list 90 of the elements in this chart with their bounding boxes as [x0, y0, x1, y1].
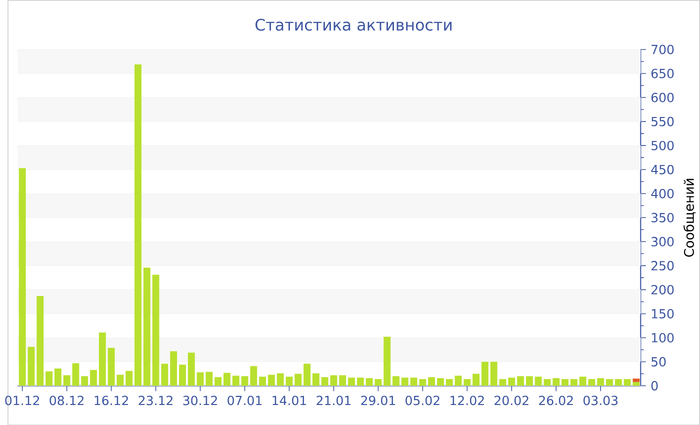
bar [54, 368, 62, 386]
bar [472, 374, 480, 386]
bar [81, 376, 88, 386]
bar [597, 378, 604, 386]
bar [454, 376, 462, 386]
bar [268, 374, 275, 386]
bar [499, 378, 506, 386]
y-tick-label: 150 [652, 308, 674, 318]
y-tick-label: 550 [652, 116, 674, 126]
bar [312, 373, 320, 386]
y-axis-title: Сообщений [684, 178, 696, 257]
x-tick-label: 08.12 [50, 396, 84, 406]
y-tick-label: 400 [651, 188, 674, 198]
bar [90, 370, 97, 386]
bar [196, 372, 204, 386]
bar [490, 362, 498, 386]
x-tick-label: 23.12 [138, 396, 172, 406]
x-tick-label: 07.01 [228, 396, 262, 406]
y-tick-label: 350 [652, 212, 674, 222]
x-tick-label: 29.01 [361, 396, 395, 406]
bar [143, 267, 150, 386]
bar [188, 352, 195, 386]
x-tick-label: 05.02 [406, 396, 440, 406]
bar [276, 373, 284, 386]
bar [437, 378, 444, 386]
bar [232, 376, 240, 386]
bar [562, 378, 568, 386]
y-tick-label: 50 [652, 356, 666, 366]
y-tick-label: 300 [652, 236, 674, 246]
bar [356, 377, 364, 386]
bar [98, 332, 106, 386]
bar [170, 351, 178, 386]
bar [223, 372, 230, 386]
bar [384, 336, 391, 386]
bar [446, 378, 453, 386]
y-tick-label: 650 [651, 68, 674, 78]
y-tick-label: 600 [651, 92, 674, 102]
x-tick-label: 14.01 [272, 396, 306, 406]
x-tick-label: 16.12 [94, 396, 128, 406]
y-tick-label: 100 [652, 332, 674, 342]
y-tick-label: 700 [652, 44, 674, 54]
bar [259, 376, 266, 386]
bar [18, 168, 26, 386]
bar [46, 371, 52, 386]
bar [28, 346, 35, 386]
bar [526, 376, 533, 386]
bar [286, 376, 293, 386]
bar [614, 378, 622, 386]
bar [179, 364, 186, 386]
bar [606, 378, 613, 386]
bar [534, 376, 542, 386]
bar [348, 377, 355, 386]
bar [392, 376, 400, 386]
bar [304, 364, 310, 386]
y-tick-label: 0 [651, 380, 658, 390]
bar [206, 372, 213, 386]
bar [401, 377, 408, 386]
x-tick-label: 30.12 [183, 396, 217, 406]
chart-title: Статистика активности [256, 18, 452, 31]
bar [508, 377, 516, 386]
y-tick-label: 200 [651, 284, 674, 294]
bar [419, 378, 426, 386]
bar [570, 378, 578, 386]
bar [428, 376, 436, 386]
bar [214, 376, 222, 386]
x-tick-label: 20.02 [494, 396, 528, 406]
y-tick-label: 450 [651, 164, 674, 174]
bar [517, 376, 524, 386]
bar [632, 378, 640, 382]
bar [36, 296, 44, 386]
bar [241, 376, 248, 386]
y-tick-label: 500 [652, 140, 674, 150]
bar [294, 374, 302, 386]
bar [161, 364, 168, 386]
bar [464, 378, 471, 386]
bar [134, 64, 142, 386]
x-tick-label: 12.02 [450, 396, 484, 406]
bar [126, 370, 133, 386]
x-tick-label: 26.02 [539, 396, 573, 406]
y-tick-label: 250 [651, 260, 674, 270]
x-tick-label: 03.03 [583, 396, 618, 406]
x-tick-label: 21.01 [316, 396, 350, 406]
x-tick-label: 01.12 [5, 396, 40, 406]
bar [481, 362, 488, 386]
bar [544, 378, 551, 386]
bar [250, 366, 258, 386]
bar [339, 375, 346, 386]
bar [410, 377, 418, 386]
bar [152, 274, 160, 386]
bar [552, 378, 560, 386]
